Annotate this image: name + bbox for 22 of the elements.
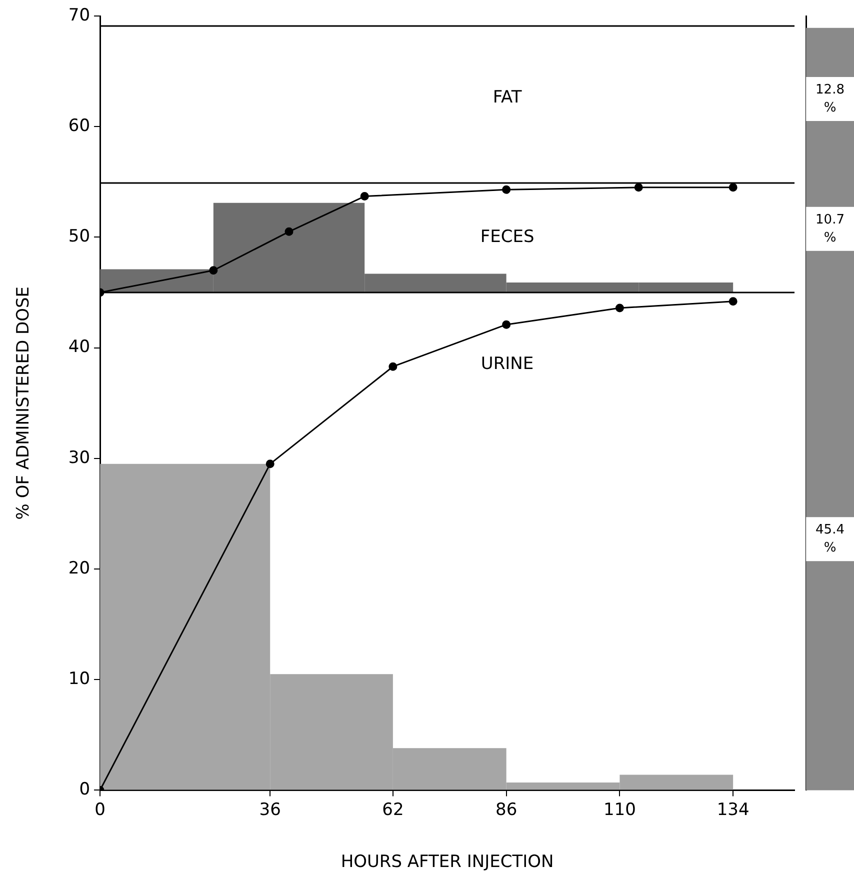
data-label: 12.8 % <box>816 82 844 116</box>
x-tick-label: 62 <box>382 800 404 820</box>
y-axis-title: % OF ADMINISTERED DOSE <box>14 286 34 520</box>
x-tick-label: 110 <box>603 800 636 820</box>
y-tick-label: 0 <box>79 780 90 800</box>
annotation: URINE <box>480 354 534 374</box>
x-tick-label: 36 <box>259 800 281 820</box>
annotation: FECES <box>480 227 534 248</box>
y-tick-label: 20 <box>68 558 90 578</box>
y-tick-label: 50 <box>68 226 90 247</box>
y-tick-label: 60 <box>68 116 90 136</box>
x-tick-label: 134 <box>716 800 750 820</box>
y-tick-label: 10 <box>68 669 90 690</box>
x-tick-label: 86 <box>496 800 518 820</box>
x-axis-title: HOURS AFTER INJECTION <box>340 852 554 872</box>
data-label: 10.7 % <box>816 212 844 246</box>
x-tick-label: 0 <box>94 800 106 820</box>
y-tick-label: 70 <box>68 5 90 26</box>
annotation: FAT <box>492 87 522 108</box>
data-label: 45.4 % <box>816 522 844 556</box>
y-tick-label: 40 <box>68 337 90 358</box>
y-tick-label: 30 <box>68 448 90 468</box>
